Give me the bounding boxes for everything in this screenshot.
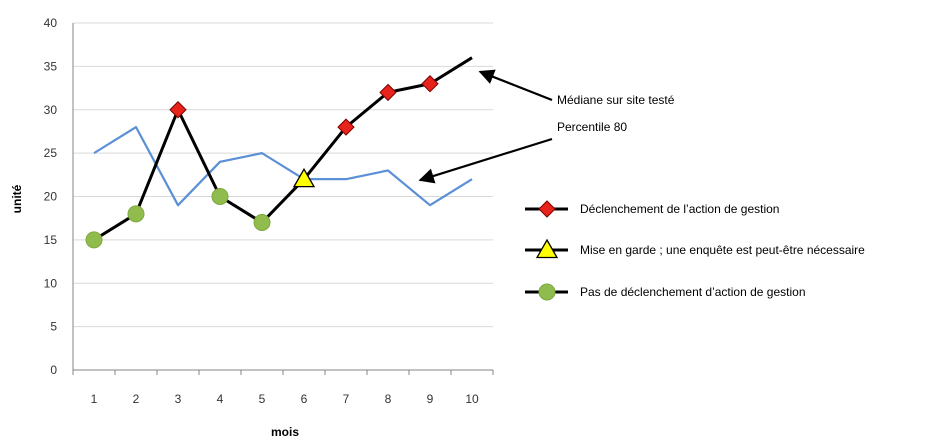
y-tick-label: 20 — [44, 190, 58, 204]
x-tick-label: 4 — [217, 392, 224, 406]
annotations: Médiane sur site testé Percentile 80 — [418, 69, 675, 184]
data-point-diamond — [421, 75, 439, 93]
y-tick-label: 0 — [50, 363, 57, 377]
y-tick-label: 10 — [44, 276, 58, 290]
data-point-circle — [253, 214, 271, 232]
y-tick-label: 5 — [50, 320, 57, 334]
axes — [72, 23, 494, 375]
series-layer — [93, 56, 473, 242]
x-tick-label: 5 — [259, 392, 266, 406]
x-tick-labels: 1 2 3 4 5 6 7 8 9 10 — [91, 392, 479, 406]
series-line-percentile — [93, 125, 473, 207]
x-tick-label: 1 — [91, 392, 98, 406]
data-point-diamond — [169, 101, 187, 119]
data-point-circle — [85, 231, 103, 249]
data-point-circle — [127, 205, 145, 223]
data-point-diamond — [379, 83, 397, 102]
annotation-arrow — [478, 69, 553, 102]
y-tick-label: 25 — [44, 146, 58, 160]
x-tick-label: 6 — [301, 392, 308, 406]
x-tick-label: 3 — [175, 392, 182, 406]
y-tick-label: 30 — [44, 103, 58, 117]
legend-marker-diamond — [538, 200, 556, 218]
data-point-diamond — [337, 118, 355, 136]
y-tick-labels: 0 5 10 15 20 25 30 35 40 — [44, 16, 58, 377]
annotation-arrow — [418, 137, 553, 184]
y-tick-label: 15 — [44, 233, 58, 247]
legend: Déclenchement de l’action de gestion Mise… — [525, 200, 865, 301]
legend-marker-triangle — [535, 238, 559, 259]
series-line-mediane — [93, 56, 473, 242]
legend-label: Pas de déclenchement d’action de gestion — [580, 285, 806, 299]
data-point-triangle — [292, 167, 316, 188]
legend-label: Déclenchement de l’action de gestion — [580, 202, 779, 216]
legend-label: Mise en garde ; une enquête est peut-êtr… — [580, 243, 865, 257]
x-tick-label: 7 — [343, 392, 350, 406]
x-tick-label: 2 — [133, 392, 140, 406]
marker-layer — [85, 75, 439, 249]
x-axis-label: mois — [271, 425, 299, 437]
annotation-label: Médiane sur site testé — [557, 93, 675, 107]
y-tick-label: 35 — [44, 59, 58, 73]
y-axis-label: unité — [10, 184, 24, 213]
data-point-circle — [211, 188, 229, 205]
x-tick-label: 10 — [465, 392, 479, 406]
legend-marker-circle — [538, 283, 556, 301]
x-tick-label: 8 — [385, 392, 392, 406]
y-tick-label: 40 — [44, 16, 58, 30]
annotation-label: Percentile 80 — [557, 120, 627, 134]
x-tick-label: 9 — [427, 392, 434, 406]
